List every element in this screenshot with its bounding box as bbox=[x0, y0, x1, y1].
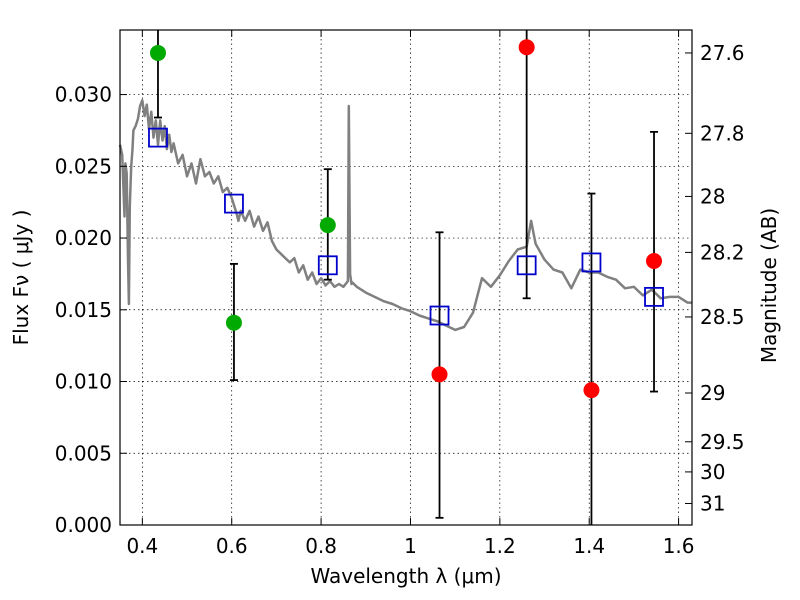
model-flux-square bbox=[148, 127, 168, 148]
y2-tick-label: 30 bbox=[700, 460, 725, 484]
detection-point bbox=[225, 314, 242, 331]
plot-frame bbox=[119, 29, 693, 526]
model-flux-square bbox=[516, 255, 537, 276]
x-tick-label: 1 bbox=[404, 534, 417, 558]
y2-tick-label: 28 bbox=[700, 184, 725, 208]
y-tick-label: 0.000 bbox=[55, 513, 112, 537]
x-tick-label: 1.6 bbox=[663, 534, 695, 558]
x-tick-label: 1.4 bbox=[573, 534, 605, 558]
model-spectrum-layer bbox=[118, 99, 692, 332]
y2-tick-label: 29.5 bbox=[700, 430, 745, 454]
x-tick-label: 0.8 bbox=[305, 534, 337, 558]
model-flux-square bbox=[224, 193, 244, 214]
nondetection-point bbox=[583, 382, 600, 399]
model-flux-square bbox=[429, 305, 450, 326]
x-axis-label: Wavelength λ (μm) bbox=[310, 564, 501, 588]
model-spectrum-line bbox=[118, 99, 692, 332]
y2-tick-label: 31 bbox=[700, 491, 725, 515]
x-tick-label: 1.2 bbox=[484, 534, 516, 558]
y-tick-label: 0.020 bbox=[55, 226, 112, 250]
y2-tick-label: 28.2 bbox=[700, 240, 745, 264]
y-tick-label: 0.025 bbox=[55, 154, 112, 178]
ticks-layer: 0.4 0.6 0.8 1 1.2 1.4 1.6 0.000 0.005 0.010 0.015 0… bbox=[55, 30, 745, 558]
y-tick-label: 0.010 bbox=[55, 370, 112, 394]
nondetection-point bbox=[518, 39, 535, 56]
x-tick-label: 0.4 bbox=[126, 534, 158, 558]
y2-axis-label: Magnitude (AB) bbox=[757, 208, 781, 363]
points-layer bbox=[148, 39, 664, 399]
y-tick-label: 0.005 bbox=[55, 441, 112, 465]
grid-lines bbox=[120, 30, 692, 526]
model-flux-square bbox=[581, 252, 602, 273]
y-tick-label: 0.015 bbox=[55, 298, 112, 322]
y-axis-label: Flux Fν ( μJy ) bbox=[9, 210, 33, 346]
y2-tick-label: 29 bbox=[700, 381, 725, 405]
nondetection-point bbox=[431, 366, 448, 383]
y-tick-label: 0.030 bbox=[55, 83, 112, 107]
model-flux-square bbox=[317, 255, 338, 276]
y2-tick-label: 27.8 bbox=[700, 121, 745, 145]
detection-point bbox=[319, 217, 336, 234]
model-flux-square bbox=[644, 286, 664, 307]
x-tick-label: 0.6 bbox=[216, 534, 248, 558]
y2-tick-label: 27.6 bbox=[700, 41, 745, 65]
y2-tick-label: 28.5 bbox=[700, 305, 745, 329]
detection-point bbox=[149, 44, 166, 61]
nondetection-point bbox=[646, 253, 663, 269]
errorbar-layer bbox=[153, 30, 659, 525]
